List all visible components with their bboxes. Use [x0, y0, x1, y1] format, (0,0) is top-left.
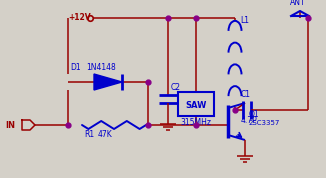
Text: Q1: Q1 — [249, 110, 259, 119]
Text: D1: D1 — [70, 63, 81, 72]
Text: 1N4148: 1N4148 — [86, 63, 116, 72]
Text: 4.7P: 4.7P — [241, 116, 258, 125]
Text: L1: L1 — [240, 16, 249, 25]
Text: C2: C2 — [171, 83, 181, 92]
Bar — [178, 92, 214, 116]
Text: 2SC3357: 2SC3357 — [249, 120, 280, 126]
Text: +12V: +12V — [68, 12, 91, 22]
Text: 47K: 47K — [98, 130, 113, 139]
Polygon shape — [22, 120, 35, 130]
Text: 315MHz: 315MHz — [180, 118, 211, 127]
Text: ANT: ANT — [290, 0, 306, 7]
Polygon shape — [94, 74, 122, 90]
Text: C1: C1 — [241, 90, 251, 99]
Text: IN: IN — [5, 121, 15, 130]
Text: R1: R1 — [84, 130, 94, 139]
Text: SAW: SAW — [185, 101, 207, 109]
